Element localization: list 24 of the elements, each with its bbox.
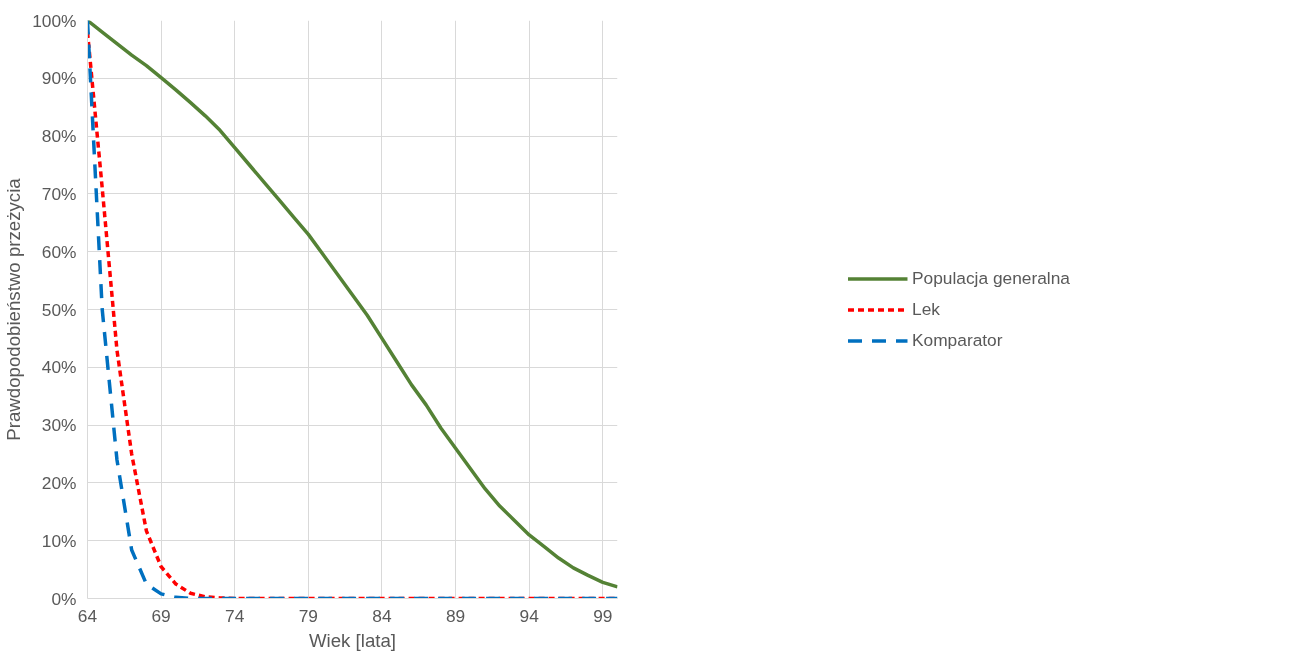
- x-tick-label: 69: [151, 605, 171, 626]
- y-tick-label: 10%: [41, 530, 77, 551]
- y-tick-label: 60%: [41, 241, 77, 262]
- x-axis-title: Wiek [lata]: [308, 629, 397, 651]
- x-tick-label: 89: [445, 605, 466, 626]
- legend-label: Lek: [911, 298, 940, 320]
- y-tick-label: 30%: [41, 415, 77, 436]
- y-tick-label: 0%: [51, 588, 77, 609]
- x-tick-label: 99: [593, 605, 613, 626]
- x-tick-label: 74: [225, 605, 245, 626]
- x-tick-label: 79: [298, 605, 318, 626]
- y-tick-label: 100%: [32, 10, 77, 31]
- legend-label: Populacja generalna: [911, 267, 1071, 289]
- y-tick-label: 20%: [41, 472, 77, 493]
- y-tick-label: 70%: [41, 183, 77, 204]
- x-tick-label: 64: [77, 605, 98, 626]
- x-tick-label: 84: [372, 605, 392, 626]
- y-tick-label: 90%: [41, 68, 77, 89]
- legend-label: Komparator: [911, 329, 1003, 351]
- y-axis-title: Prawdopodobieństwo przeżycia: [3, 177, 25, 441]
- x-tick-label: 94: [519, 605, 540, 626]
- y-tick-label: 40%: [41, 357, 77, 378]
- y-tick-label: 80%: [41, 126, 77, 147]
- y-tick-label: 50%: [41, 299, 77, 320]
